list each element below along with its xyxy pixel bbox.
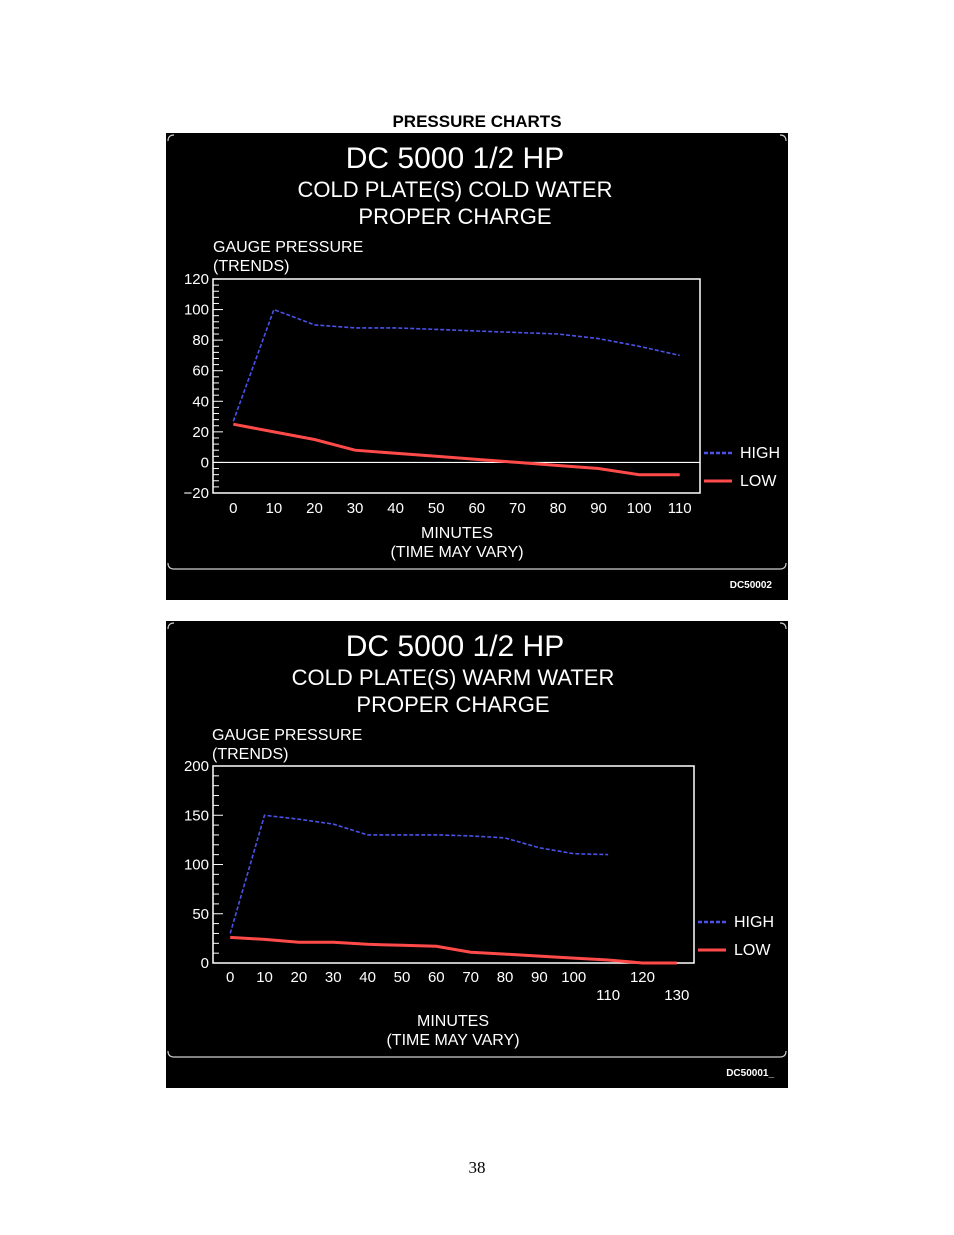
x-axis-label-1: MINUTES xyxy=(417,1013,489,1030)
y-tick-label: 50 xyxy=(192,906,209,923)
x-tick-label: 40 xyxy=(359,969,376,986)
legend: HIGH LOW xyxy=(704,445,780,490)
y-tick-label: 40 xyxy=(192,393,209,410)
x-tick-label: 40 xyxy=(387,500,404,517)
panel-background xyxy=(166,621,788,1088)
slide-border xyxy=(167,622,787,1058)
panel-background xyxy=(166,133,788,600)
chart-panel-cold-water: DC 5000 1/2 HP COLD PLATE(S) COLD WATER … xyxy=(166,133,788,600)
figure-code: DC50002 xyxy=(730,580,773,591)
x-axis-label-2: (TIME MAY VARY) xyxy=(386,1032,519,1049)
chart-subtitle-1: COLD PLATE(S) WARM WATER xyxy=(292,665,615,690)
y-tick-label: −20 xyxy=(184,485,209,502)
y-tick-label: 200 xyxy=(184,758,209,775)
y-axis-tick-labels: 120 100 80 60 40 20 0 −20 xyxy=(184,271,209,502)
legend-label-low: LOW xyxy=(734,942,771,959)
y-axis-label-1: GAUGE PRESSURE xyxy=(212,727,362,744)
x-tick-label: 20 xyxy=(306,500,323,517)
chart-svg: DC 5000 1/2 HP COLD PLATE(S) WARM WATER … xyxy=(166,621,788,1088)
x-tick-label: 110 xyxy=(668,500,692,517)
x-axis-label-2: (TIME MAY VARY) xyxy=(390,544,523,561)
y-tick-label: 100 xyxy=(184,857,209,874)
chart-subtitle-1: COLD PLATE(S) COLD WATER xyxy=(298,177,613,202)
series-line-low xyxy=(233,422,680,477)
x-axis-label-1: MINUTES xyxy=(421,525,493,542)
series-line-low xyxy=(230,935,677,965)
legend-label-low: LOW xyxy=(740,473,777,490)
legend-label-high: HIGH xyxy=(734,914,774,931)
series-line-high xyxy=(229,814,609,934)
slide-border xyxy=(167,134,787,570)
x-axis-tick-labels: 0 10 20 30 40 50 60 70 80 90 100 110 xyxy=(229,500,692,517)
x-tick-label: 70 xyxy=(509,500,526,517)
y-axis-tick-labels: 200 150 100 50 0 xyxy=(184,758,209,972)
legend: HIGH LOW xyxy=(698,914,774,959)
x-tick-label: 0 xyxy=(229,500,237,517)
chart-title: DC 5000 1/2 HP xyxy=(346,142,564,175)
x-tick-label: 100 xyxy=(627,500,652,517)
chart-subtitle-2: PROPER CHARGE xyxy=(358,204,551,229)
chart-title: DC 5000 1/2 HP xyxy=(346,630,564,663)
x-tick-label: 60 xyxy=(468,500,485,517)
y-tick-label: 0 xyxy=(201,454,209,471)
x-tick-label: 0 xyxy=(226,969,234,986)
chart-panel-warm-water: DC 5000 1/2 HP COLD PLATE(S) WARM WATER … xyxy=(166,621,788,1088)
x-tick-label: 100 xyxy=(561,969,586,986)
y-tick-label: 100 xyxy=(184,302,209,319)
plot-frame xyxy=(212,278,701,494)
page-heading: PRESSURE CHARTS xyxy=(392,112,562,131)
x-tick-label: 20 xyxy=(291,969,308,986)
y-tick-label: 20 xyxy=(192,424,209,441)
series-lines xyxy=(232,308,680,477)
series-line-high xyxy=(232,308,680,422)
x-tick-label: 130 xyxy=(664,987,689,1004)
x-tick-label: 30 xyxy=(325,969,342,986)
x-tick-label: 90 xyxy=(531,969,548,986)
x-axis-tick-labels: 0 10 20 30 40 50 60 70 80 90 100 110 120 130 xyxy=(226,969,689,1004)
x-tick-label: 80 xyxy=(550,500,567,517)
x-tick-label: 50 xyxy=(394,969,411,986)
y-axis-ticks xyxy=(213,765,223,964)
x-tick-label: 10 xyxy=(256,969,273,986)
legend-label-high: HIGH xyxy=(740,445,780,462)
figure-code: DC50001_ xyxy=(726,1068,774,1079)
y-axis-label-1: GAUGE PRESSURE xyxy=(213,239,363,256)
series-lines xyxy=(229,814,677,965)
y-tick-label: 0 xyxy=(201,955,209,972)
chart-svg: DC 5000 1/2 HP COLD PLATE(S) COLD WATER … xyxy=(166,133,788,600)
x-tick-label: 60 xyxy=(428,969,445,986)
x-tick-label: 90 xyxy=(590,500,607,517)
y-tick-label: 150 xyxy=(184,807,209,824)
y-axis-label-2: (TRENDS) xyxy=(212,746,288,763)
x-tick-label: 50 xyxy=(428,500,445,517)
y-tick-label: 80 xyxy=(192,332,209,349)
y-axis-label-2: (TRENDS) xyxy=(213,258,289,275)
y-tick-label: 120 xyxy=(184,271,209,288)
x-tick-label: 80 xyxy=(497,969,514,986)
chart-subtitle-2: PROPER CHARGE xyxy=(356,692,549,717)
x-tick-label: 120 xyxy=(630,969,655,986)
x-tick-label: 10 xyxy=(266,500,283,517)
x-tick-label: 110 xyxy=(596,987,620,1004)
x-tick-label: 30 xyxy=(347,500,364,517)
y-tick-label: 60 xyxy=(192,363,209,380)
page-number: 38 xyxy=(468,1158,486,1177)
x-tick-label: 70 xyxy=(462,969,479,986)
